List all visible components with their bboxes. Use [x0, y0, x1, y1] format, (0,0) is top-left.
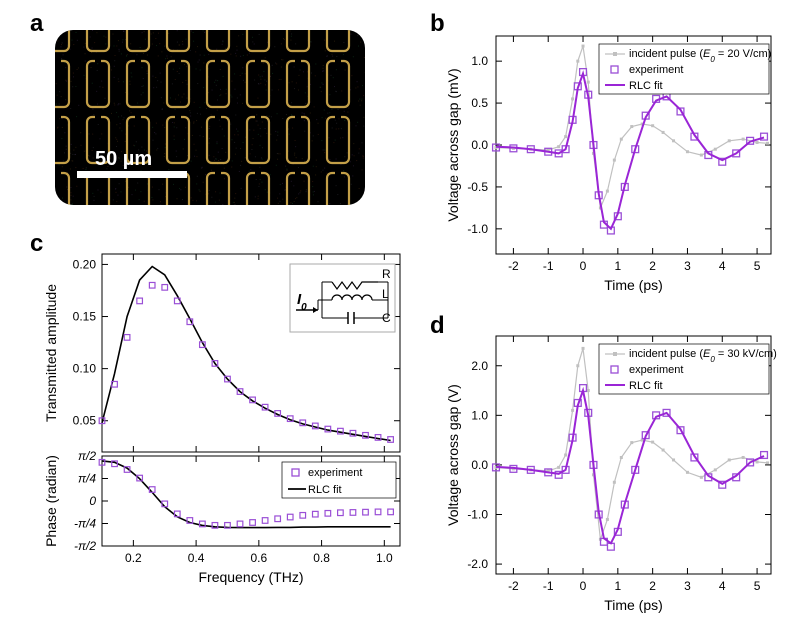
svg-text:1.0: 1.0 — [376, 551, 393, 565]
svg-text:0.0: 0.0 — [471, 458, 488, 472]
svg-text:RLC fit: RLC fit — [308, 484, 342, 496]
svg-text:4: 4 — [719, 579, 726, 593]
svg-text:Voltage across gap (mV): Voltage across gap (mV) — [445, 68, 461, 221]
svg-text:0.4: 0.4 — [188, 551, 205, 565]
svg-text:5: 5 — [754, 579, 761, 593]
svg-text:1.0: 1.0 — [471, 54, 488, 68]
svg-text:3: 3 — [684, 579, 691, 593]
svg-text:-2.0: -2.0 — [467, 557, 488, 571]
svg-text:experiment: experiment — [629, 364, 683, 376]
svg-text:2: 2 — [649, 579, 656, 593]
panel-b-plot: -2 -1 0 1 2 3 4 5 -1.0 -0.5 0.0 0.5 1.0 Time (ps) Volt… — [442, 30, 777, 298]
svg-text:RLC fit: RLC fit — [629, 80, 663, 92]
svg-text:1.0: 1.0 — [471, 408, 488, 422]
svg-text:RLC fit: RLC fit — [629, 380, 663, 392]
svg-text:1: 1 — [614, 579, 621, 593]
svg-text:-1: -1 — [543, 579, 554, 593]
panel-c-plots: 0.050.100.150.20Transmitted amplitudeI0R… — [40, 248, 410, 618]
svg-text:C: C — [382, 311, 391, 325]
panel-label-a: a — [30, 10, 43, 38]
svg-text:L: L — [382, 287, 389, 301]
svg-text:0: 0 — [89, 494, 96, 508]
panel-a-microscope: 50 µm — [55, 30, 365, 205]
svg-text:-1.0: -1.0 — [467, 222, 488, 236]
svg-text:experiment: experiment — [308, 467, 362, 479]
svg-text:2: 2 — [649, 259, 656, 273]
svg-text:0.15: 0.15 — [73, 310, 97, 324]
svg-text:-π/4: -π/4 — [74, 517, 96, 531]
svg-text:-2: -2 — [508, 579, 519, 593]
svg-text:0.2: 0.2 — [125, 551, 142, 565]
svg-text:Phase (radian): Phase (radian) — [43, 455, 59, 547]
svg-text:0: 0 — [580, 259, 587, 273]
svg-text:-π/2: -π/2 — [74, 539, 96, 553]
svg-text:1: 1 — [614, 259, 621, 273]
svg-text:Time (ps): Time (ps) — [604, 277, 663, 293]
svg-text:π/2: π/2 — [78, 449, 96, 463]
svg-text:0.05: 0.05 — [73, 414, 97, 428]
svg-text:π/4: π/4 — [78, 472, 96, 486]
svg-text:5: 5 — [754, 259, 761, 273]
panel-d-plot: -2 -1 0 1 2 3 4 5 -2.0 -1.0 0.0 1.0 2.0 Time (ps) Volt… — [442, 330, 777, 618]
svg-text:4: 4 — [719, 259, 726, 273]
svg-text:0.5: 0.5 — [471, 96, 488, 110]
svg-text:Transmitted amplitude: Transmitted amplitude — [43, 284, 59, 422]
svg-text:2.0: 2.0 — [471, 359, 488, 373]
svg-text:-0.5: -0.5 — [467, 180, 488, 194]
svg-text:50 µm: 50 µm — [95, 148, 152, 170]
svg-text:Time (ps): Time (ps) — [604, 597, 663, 613]
svg-text:Voltage across gap (V): Voltage across gap (V) — [445, 384, 461, 526]
svg-text:0.10: 0.10 — [73, 362, 97, 376]
svg-text:-2: -2 — [508, 259, 519, 273]
svg-text:R: R — [382, 267, 391, 281]
svg-text:0.8: 0.8 — [313, 551, 330, 565]
svg-text:0: 0 — [580, 579, 587, 593]
svg-text:experiment: experiment — [629, 64, 683, 76]
svg-text:-1: -1 — [543, 259, 554, 273]
svg-text:0.0: 0.0 — [471, 138, 488, 152]
svg-text:0.6: 0.6 — [250, 551, 267, 565]
svg-text:-1.0: -1.0 — [467, 508, 488, 522]
svg-text:Frequency (THz): Frequency (THz) — [198, 569, 303, 585]
svg-text:3: 3 — [684, 259, 691, 273]
svg-text:0.20: 0.20 — [73, 257, 97, 271]
